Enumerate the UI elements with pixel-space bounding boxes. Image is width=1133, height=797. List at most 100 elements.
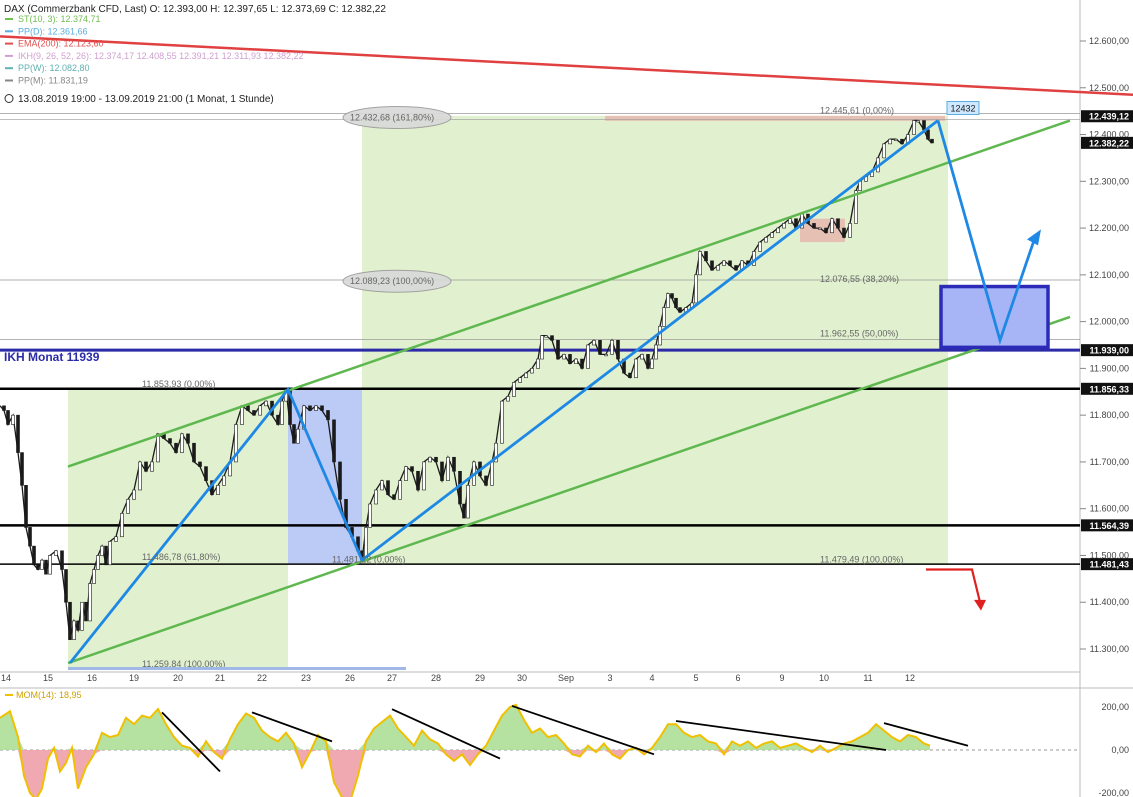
candle: [104, 545, 108, 566]
arrow-up-icon: [1027, 229, 1041, 246]
legend-entry: ST(10, 3): 12.374,71: [18, 14, 101, 24]
candle: [114, 536, 118, 542]
y-tick-label: 11.700,00: [1090, 457, 1129, 467]
candle: [258, 405, 262, 416]
candle: [100, 545, 104, 556]
candle: [524, 372, 528, 379]
candle: [332, 419, 336, 463]
candle: [60, 550, 64, 570]
level-price-tag: 11.939,00: [1081, 344, 1133, 357]
x-tick-label: 28: [431, 673, 441, 683]
candle: [900, 138, 904, 145]
candle: [64, 569, 68, 603]
candle: [764, 237, 768, 243]
candle: [168, 438, 172, 444]
momentum-positive-area: [0, 704, 930, 750]
candle: [912, 120, 916, 135]
y-tick-label: 12.300,00: [1089, 176, 1129, 186]
level-tag-label: 11.939,00: [1089, 346, 1129, 356]
candle: [788, 218, 792, 224]
legend-entry: PP(M): 11.831,19: [18, 76, 88, 86]
candle: [234, 424, 238, 463]
candle: [770, 232, 774, 238]
fib-label: 11.486,78 (61,80%): [142, 552, 220, 562]
candle: [616, 340, 620, 360]
mom-tick-label: 200,00: [1101, 702, 1129, 712]
fib-label: 11.962,55 (50,00%): [820, 329, 898, 339]
candle: [854, 190, 858, 224]
price-tag-bg: [1081, 136, 1133, 149]
candle: [466, 485, 470, 519]
price-tag-label: 12.382,22: [1089, 138, 1129, 148]
fib-label: 11.853,93 (0,00%): [142, 379, 215, 389]
x-tick-label: 6: [735, 673, 740, 683]
candle: [926, 129, 930, 140]
candle: [678, 307, 682, 313]
chart-header: DAX (Commerzbank CFD, Last) O: 12.393,00…: [4, 4, 386, 105]
level-tag-bg: [1081, 382, 1133, 395]
candle: [494, 442, 498, 463]
candle: [776, 227, 780, 234]
x-tick-label: 11: [863, 673, 872, 683]
x-tick-label: 20: [173, 673, 183, 683]
candle: [722, 260, 726, 266]
candle: [536, 358, 540, 369]
candle: [180, 433, 184, 453]
candle: [512, 382, 516, 397]
momentum-trendline: [391, 708, 501, 760]
x-tick-label: 14: [1, 673, 11, 683]
momentum-trendline: [883, 722, 969, 747]
candle: [882, 143, 886, 159]
candle: [598, 340, 602, 355]
level-price-tag: 11.856,33: [1081, 382, 1133, 395]
fib-label: 12.089,23 (100,00%): [350, 276, 434, 286]
candle: [440, 461, 444, 481]
candle: [650, 358, 654, 369]
candle: [72, 620, 76, 640]
momentum-trendline: [161, 711, 221, 773]
clock-icon: [4, 94, 14, 103]
candle: [416, 470, 420, 491]
candle: [150, 461, 154, 472]
candle: [404, 466, 408, 481]
candle: [670, 293, 674, 299]
x-tick-label: 15: [43, 673, 53, 683]
candle: [446, 456, 450, 481]
level-tag-bg: [1081, 344, 1133, 357]
candle: [842, 227, 846, 238]
candle: [530, 368, 534, 374]
x-tick-label: 16: [87, 673, 97, 683]
red-down-path: [926, 568, 982, 603]
channel-upper-line: [67, 119, 1071, 468]
momentum-trendline: [675, 720, 887, 751]
candle: [812, 223, 816, 229]
level-price-tag: 11.481,43: [1081, 558, 1133, 571]
candle: [80, 601, 84, 631]
candle: [410, 466, 414, 472]
momentum-trendline: [511, 705, 655, 756]
candle: [654, 344, 658, 360]
candle: [2, 405, 6, 411]
candle: [280, 400, 284, 425]
candle: [192, 442, 196, 463]
price-tag: 12.382,22: [1081, 136, 1133, 149]
legend-entry: EMA(200): 12.123,60: [18, 39, 104, 49]
candle: [550, 335, 554, 341]
candle: [308, 405, 312, 411]
candle: [314, 405, 318, 411]
ikh-month-label: IKH Monat 11939: [4, 350, 100, 364]
candle: [76, 620, 80, 631]
x-tick-label: 3: [607, 673, 612, 683]
target-label-text: 12432: [950, 103, 975, 113]
candle: [716, 265, 720, 271]
fib-label: 12.445,61 (0,00%): [820, 105, 894, 115]
candle: [646, 354, 650, 369]
candle: [674, 297, 678, 308]
fib-label-ellipse: [342, 106, 452, 130]
candle: [24, 485, 28, 528]
candle: [276, 414, 280, 425]
candle: [108, 541, 112, 566]
candle: [922, 120, 926, 131]
level-tag-bg: [1081, 519, 1133, 532]
